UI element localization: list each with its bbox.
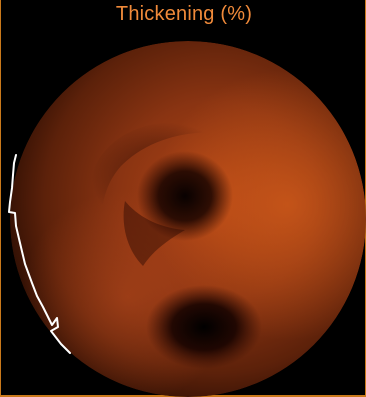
wall-contour-line [8,154,71,354]
bottom-dark-region [146,285,262,369]
upper-left-dark-arc [91,122,237,232]
left-inner-shadow [123,201,185,266]
center-dark-region [137,151,233,241]
panel-title: Thickening (%) [115,3,253,25]
